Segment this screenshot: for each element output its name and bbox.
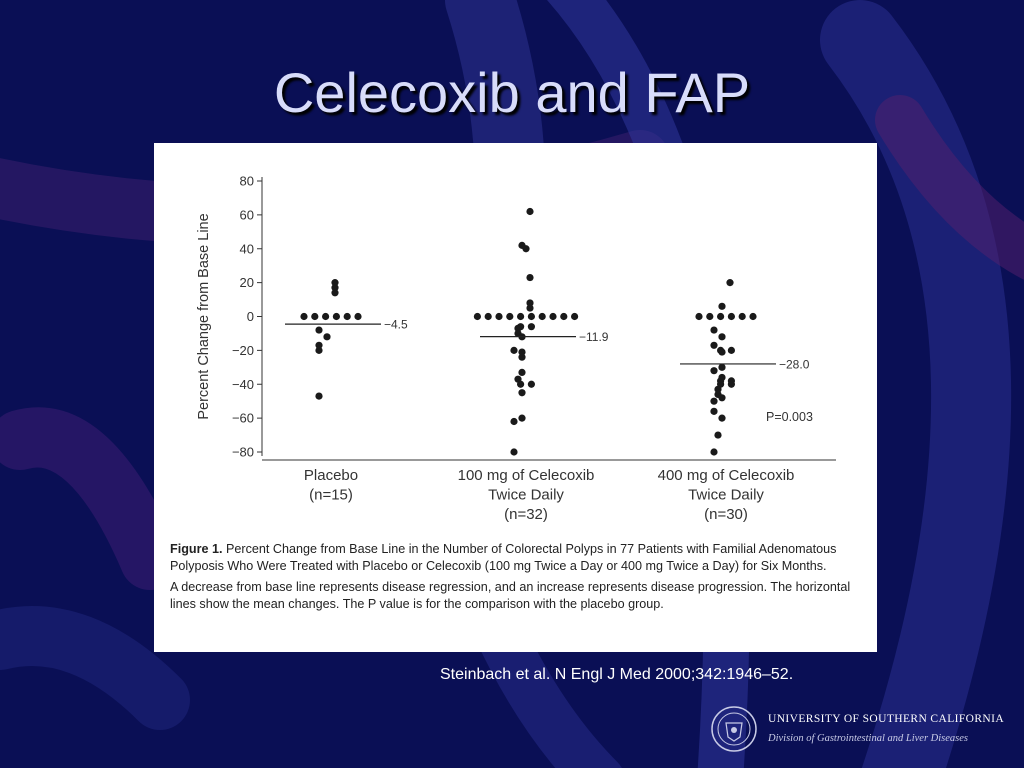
data-point [517, 312, 525, 321]
university-name: UNIVERSITY OF SOUTHERN CALIFORNIA [768, 713, 1005, 725]
x-category-label: (n=30) [704, 506, 748, 523]
data-point [717, 312, 725, 321]
data-point [526, 207, 534, 216]
data-point [473, 312, 481, 321]
x-category-label: 400 mg of Celecoxib [658, 467, 795, 484]
figure-caption: Figure 1. Percent Change from Base Line … [170, 541, 866, 617]
data-point [300, 312, 308, 321]
data-point [706, 312, 714, 321]
data-point [714, 385, 722, 393]
data-point [315, 346, 323, 354]
data-point [718, 363, 726, 371]
data-point [726, 279, 734, 287]
data-point [718, 394, 726, 402]
data-point [695, 312, 703, 321]
data-point [749, 312, 757, 321]
data-point [710, 326, 718, 334]
data-point [518, 414, 526, 422]
data-point [311, 312, 319, 321]
data-point [710, 407, 718, 415]
data-point [331, 289, 339, 297]
y-tick-label: 60 [240, 207, 254, 222]
mean-label: −11.9 [579, 330, 609, 344]
division-name: Division of Gastrointestinal and Liver D… [768, 733, 968, 744]
data-point [315, 392, 323, 400]
y-tick-label: −60 [232, 411, 254, 426]
data-point [332, 312, 340, 321]
y-tick-label: 20 [240, 275, 254, 290]
data-point [315, 341, 323, 349]
data-point [322, 312, 330, 321]
data-point [718, 414, 726, 422]
data-point [527, 380, 535, 388]
y-tick-label: −20 [232, 343, 254, 358]
p-value-annotation: P=0.003 [766, 410, 813, 424]
data-point [510, 346, 518, 354]
data-point [518, 348, 526, 356]
y-tick-label: 0 [247, 309, 254, 324]
data-point [510, 448, 518, 456]
scatter-chart: 80 60 40 20 0 −20 −40 −60 −80 Percent Change from… [196, 174, 836, 523]
caption-label: Figure 1. [170, 542, 223, 556]
slide-title: Celecoxib and FAP [273, 61, 751, 124]
data-point [518, 368, 526, 376]
data-point [510, 417, 518, 426]
data-point [495, 312, 503, 321]
data-point [718, 333, 726, 341]
data-point [710, 397, 718, 405]
usc-logo: UNIVERSITY OF SOUTHERN CALIFORNIA Divisi… [706, 703, 1016, 759]
data-point [560, 312, 568, 321]
x-category-label: (n=32) [504, 506, 548, 523]
data-point [527, 323, 535, 331]
data-point [514, 324, 522, 332]
x-category-label: Placebo [304, 467, 358, 484]
data-point [323, 333, 331, 341]
data-point [710, 448, 718, 456]
data-point [331, 284, 339, 292]
data-point [718, 302, 726, 310]
y-axis-label: Percent Change from Base Line [196, 213, 212, 419]
y-tick-label: 80 [240, 174, 254, 189]
data-point [518, 353, 526, 361]
data-point [727, 346, 736, 354]
caption-title: Percent Change from Base Line in the Num… [170, 542, 837, 573]
data-point [518, 389, 526, 397]
y-tick-label: −40 [232, 377, 254, 392]
mean-label: −28.0 [779, 357, 810, 371]
data-point [714, 431, 722, 439]
figure-panel: 80 60 40 20 0 −20 −40 −60 −80 Percent Change from… [154, 143, 877, 652]
x-category-label: 100 mg of Celecoxib [458, 467, 595, 484]
data-point [518, 241, 526, 249]
y-tick-label: −80 [232, 445, 254, 460]
y-tick-label: 40 [240, 241, 254, 256]
data-point [506, 312, 514, 321]
data-point [484, 312, 492, 321]
data-point [710, 341, 718, 349]
data-point [526, 299, 534, 307]
data-point [527, 312, 535, 321]
caption-body: A decrease from base line represents dis… [170, 580, 851, 611]
data-point [354, 312, 362, 321]
data-point [710, 367, 718, 375]
data-point [343, 312, 351, 321]
data-point [526, 304, 534, 312]
x-category-label: Twice Daily [688, 487, 764, 504]
data-point [727, 312, 736, 321]
data-point [727, 380, 736, 388]
university-seal-icon [711, 706, 757, 752]
data-point [738, 312, 746, 321]
data-point [571, 312, 579, 321]
data-point [549, 312, 557, 321]
x-category-label: Twice Daily [488, 487, 564, 504]
mean-label: −4.5 [384, 318, 408, 332]
data-point [517, 380, 525, 388]
data-point [538, 312, 546, 321]
data-point [718, 348, 726, 356]
data-point [526, 273, 534, 282]
x-category-label: (n=15) [309, 487, 353, 504]
data-point [315, 326, 323, 334]
citation: Steinbach et al. N Engl J Med 2000;342:1… [440, 666, 794, 683]
data-point [331, 279, 339, 287]
